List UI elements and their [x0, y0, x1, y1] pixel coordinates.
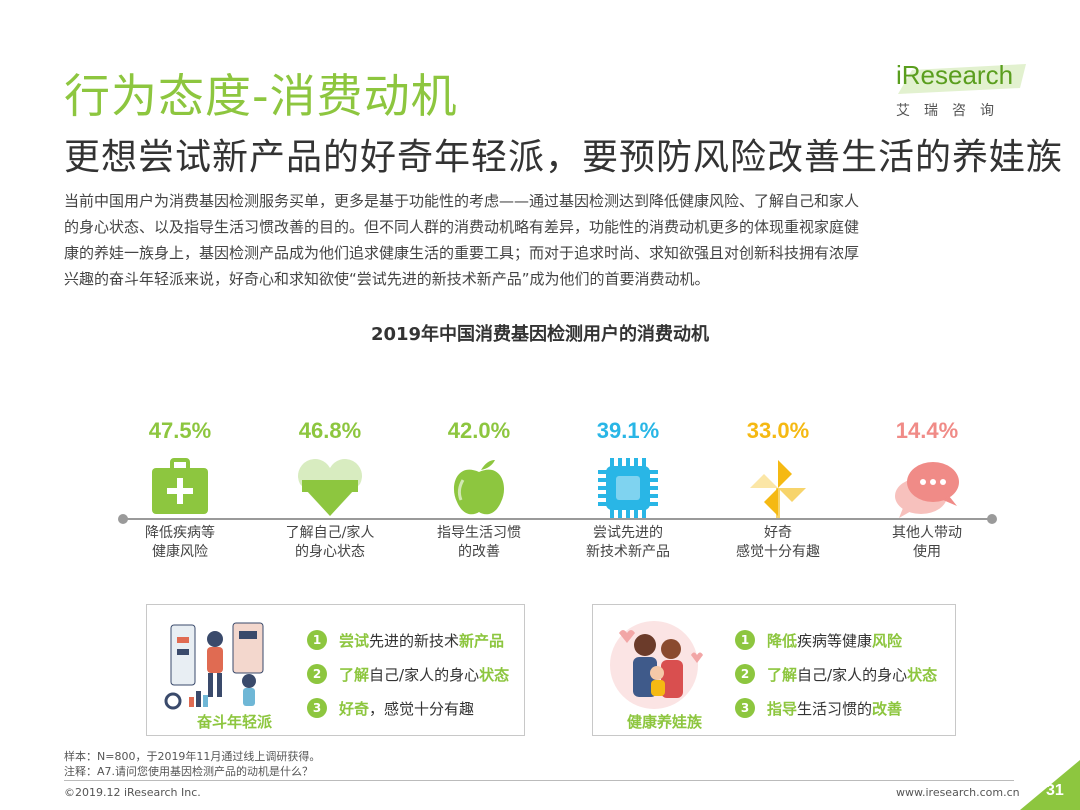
segment-reason: 3 指导 生活习惯的 改善 — [735, 691, 937, 725]
chat-bubbles-icon — [895, 462, 959, 518]
chart-title: 2019年中国消费基因检测用户的消费动机 — [370, 324, 710, 345]
notes: 样本：N=800，于2019年11月通过线上调研获得。 注释：A7.请问您使用基… — [64, 749, 320, 779]
segment-caption: 健康养娃族 — [627, 713, 703, 731]
corner-triangle-icon — [1020, 760, 1080, 810]
highlight-text: 了解 — [339, 665, 370, 684]
sample-note: 样本：N=800，于2019年11月通过线上调研获得。 — [64, 750, 321, 763]
footer-divider — [64, 780, 1014, 781]
category-label-line: 健康风险 — [152, 544, 208, 560]
category-label: 尝试先进的新技术新产品 — [568, 524, 688, 562]
data-label: 42.0% — [447, 418, 511, 443]
chart-item: 47.5% 降低疾病等健康风险 — [120, 418, 240, 560]
data-label: 39.1% — [596, 418, 660, 443]
intro-line: 的身心状态、以及指导生活习惯改善的目的。但不同人群的消费动机略有差异，功能性的消… — [64, 218, 860, 236]
data-label: 46.8% — [298, 418, 362, 443]
category-label-line: 的身心状态 — [295, 544, 365, 560]
first-aid-kit-icon — [152, 458, 208, 514]
iresearch-logo: iResearch 艾瑞咨询 — [892, 56, 1032, 122]
data-label: 14.4% — [895, 418, 959, 443]
category-label-line: 新技术新产品 — [586, 544, 670, 560]
category-label: 其他人带动 使用 — [867, 524, 987, 562]
segment-list: 1 降低 疾病等健康 风险 2 了解 自己/家人的身心 状态 3 指导 生活习惯的 改善 — [735, 623, 937, 725]
category-label-line: 使用 — [913, 544, 941, 560]
chip-icon — [598, 458, 658, 518]
logo-word: iResearch — [896, 60, 1014, 90]
logo-chinese: 艾瑞咨询 — [896, 103, 1008, 119]
category-label: 了解自己/家人 的身心状态 — [270, 524, 390, 562]
category-label: 指导生活习惯 的改善 — [419, 524, 539, 562]
rank-badge: 1 — [735, 630, 755, 650]
rank-badge: 1 — [307, 630, 327, 650]
highlight-text: 风险 — [872, 631, 903, 650]
segment-box-young: 奋斗年轻派 1 尝试 先进的新技术 新产品 2 了解 自己/家人的身心 状态 3 好奇 ，感觉十分有… — [146, 604, 525, 736]
reason-text: 生活习惯的 — [797, 699, 873, 718]
segment-reason: 1 尝试 先进的新技术 新产品 — [307, 623, 509, 657]
category-label-line: 的改善 — [458, 544, 500, 560]
intro-line: 兴趣的奋斗年轻派来说，好奇心和求知欲使“尝试先进的新技术新产品”成为他们的首要消… — [64, 270, 710, 288]
segment-reason: 2 了解 自己/家人的身心 状态 — [735, 657, 937, 691]
segment-list: 1 尝试 先进的新技术 新产品 2 了解 自己/家人的身心 状态 3 好奇 ，感觉十分有趣 — [307, 623, 509, 725]
logo-swoosh-icon — [898, 64, 1026, 94]
chart-item: 33.0% 好奇感觉十分有趣 — [718, 418, 838, 560]
category-label: 降低疾病等 健康风险 — [120, 524, 240, 562]
segment-caption: 奋斗年轻派 — [197, 713, 273, 731]
intro-line: 康的养娃一族身上，基因检测产品成为他们追求健康生活的重要工具；而对于追求时尚、求… — [64, 244, 860, 262]
chart-item: 42.0% 指导生活习惯 的改善 — [419, 418, 539, 560]
apple-icon — [453, 460, 505, 515]
category-label: 好奇 感觉十分有趣 — [718, 524, 838, 562]
category-label-line: 好奇 — [764, 525, 792, 541]
pinwheel-icon — [750, 460, 806, 518]
category-label-line: 尝试先进的 — [593, 525, 663, 541]
segment-reason: 3 好奇 ，感觉十分有趣 — [307, 691, 509, 725]
segment-reason: 2 了解 自己/家人的身心 状态 — [307, 657, 509, 691]
category-label-line: 降低疾病等 — [145, 525, 215, 541]
highlight-text: 改善 — [872, 699, 903, 718]
heart-icon — [298, 459, 362, 516]
highlight-text: 指导 — [767, 699, 798, 718]
highlight-text: 状态 — [479, 665, 510, 684]
reason-text: 自己/家人的身心 — [797, 665, 908, 684]
category-label-line: 感觉十分有趣 — [736, 544, 820, 560]
healthy-parents-illustration — [610, 621, 703, 709]
data-label: 47.5% — [148, 418, 212, 443]
highlight-text: 状态 — [907, 665, 938, 684]
reason-text: 自己/家人的身心 — [369, 665, 480, 684]
highlight-text: 降低 — [767, 631, 798, 650]
reason-text: 先进的新技术 — [369, 631, 460, 650]
data-label: 33.0% — [746, 418, 810, 443]
question-note: 注释：A7.请问您使用基因检测产品的动机是什么？ — [64, 765, 314, 778]
category-label-line: 其他人带动 — [892, 525, 962, 541]
category-label-line: 指导生活习惯 — [437, 525, 521, 541]
page-title: 行为态度-消费动机 — [64, 69, 458, 123]
rank-badge: 3 — [307, 698, 327, 718]
young-strivers-illustration — [164, 622, 264, 710]
rank-badge: 3 — [735, 698, 755, 718]
chart-item: 39.1% 尝试先进的新技术新产品 — [568, 418, 688, 560]
page-subtitle: 更想尝试新产品的好奇年轻派，要预防风险改善生活的养娃族 — [64, 137, 1064, 178]
segment-box-parents: 健康养娃族 1 降低 疾病等健康 风险 2 了解 自己/家人的身心 状态 3 指导 生活习惯的 改善 — [592, 604, 956, 736]
page-number: 31 — [1046, 782, 1064, 799]
category-label-line: 了解自己/家人 — [285, 525, 375, 541]
intro-paragraph: 当前中国用户为消费基因检测服务买单，更多是基于功能性的考虑——通过基因检测达到降… — [64, 188, 1024, 292]
highlight-text: 新产品 — [459, 631, 505, 650]
chart-item: 46.8% 了解自己/家人 的身心状态 — [270, 418, 390, 560]
reason-text: 疾病等健康 — [797, 631, 873, 650]
highlight-text: 尝试 — [339, 631, 370, 650]
intro-line: 当前中国用户为消费基因检测服务买单，更多是基于功能性的考虑——通过基因检测达到降… — [64, 192, 860, 210]
rank-badge: 2 — [735, 664, 755, 684]
highlight-text: 了解 — [767, 665, 798, 684]
chart-item: 14.4% 其他人带动使用 — [867, 418, 987, 560]
reason-text: ，感觉十分有趣 — [369, 699, 475, 718]
highlight-text: 好奇 — [339, 699, 370, 718]
segment-reason: 1 降低 疾病等健康 风险 — [735, 623, 937, 657]
website-url: www.iresearch.com.cn — [896, 786, 1020, 799]
copyright: ©2019.12 iResearch Inc. — [64, 786, 201, 799]
rank-badge: 2 — [307, 664, 327, 684]
